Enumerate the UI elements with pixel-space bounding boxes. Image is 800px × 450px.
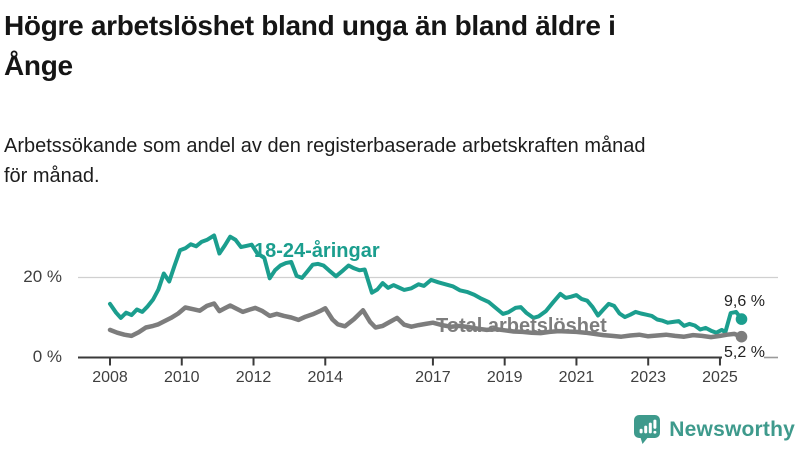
x-tick-label-2010: 2010 <box>163 369 200 386</box>
x-tick-label-2012: 2012 <box>235 369 272 386</box>
chart-subtitle-line2: för månad. <box>4 165 100 187</box>
x-tick-label-2014: 2014 <box>307 369 344 386</box>
end-dot <box>735 330 748 343</box>
end-value-young: 9,6 % <box>724 293 765 310</box>
page-title-line2: Ånge <box>4 50 73 81</box>
newsworthy-bubble-chart-icon <box>634 415 661 444</box>
series-label-total: Total arbetslöshet <box>436 315 607 337</box>
page-title: Högre arbetslöshet bland unga än bland ä… <box>4 6 784 86</box>
end-dot <box>735 313 748 325</box>
chart-subtitle-line1: Arbetssökande som andel av den registerb… <box>4 135 646 157</box>
newsworthy-wordmark: Newsworthy <box>669 417 795 441</box>
x-tick-label-2023: 2023 <box>630 369 666 386</box>
x-axis-labels: 2008 2010 2012 2014 2017 2019 2021 2023 2025 <box>0 369 800 391</box>
end-value-total: 5,2 % <box>724 344 765 361</box>
x-tick-label-2025: 2025 <box>702 369 738 386</box>
x-tick-label-2019: 2019 <box>486 369 523 386</box>
x-tick-label-2017: 2017 <box>415 369 451 386</box>
page-title-line1: Högre arbetslöshet bland unga än bland ä… <box>4 10 616 41</box>
y-axis-label-20: 20 % <box>23 267 62 286</box>
chart-svg <box>78 233 778 366</box>
x-tick-label-2008: 2008 <box>92 369 128 386</box>
chart-subtitle: Arbetssökande som andel av den registerb… <box>4 131 784 191</box>
y-axis-label-0: 0 % <box>32 347 62 366</box>
series-label-young: 18-24-åringar <box>254 240 380 262</box>
x-tick-label-2021: 2021 <box>558 369 595 386</box>
newsworthy-logo[interactable]: Newsworthy <box>633 414 795 445</box>
